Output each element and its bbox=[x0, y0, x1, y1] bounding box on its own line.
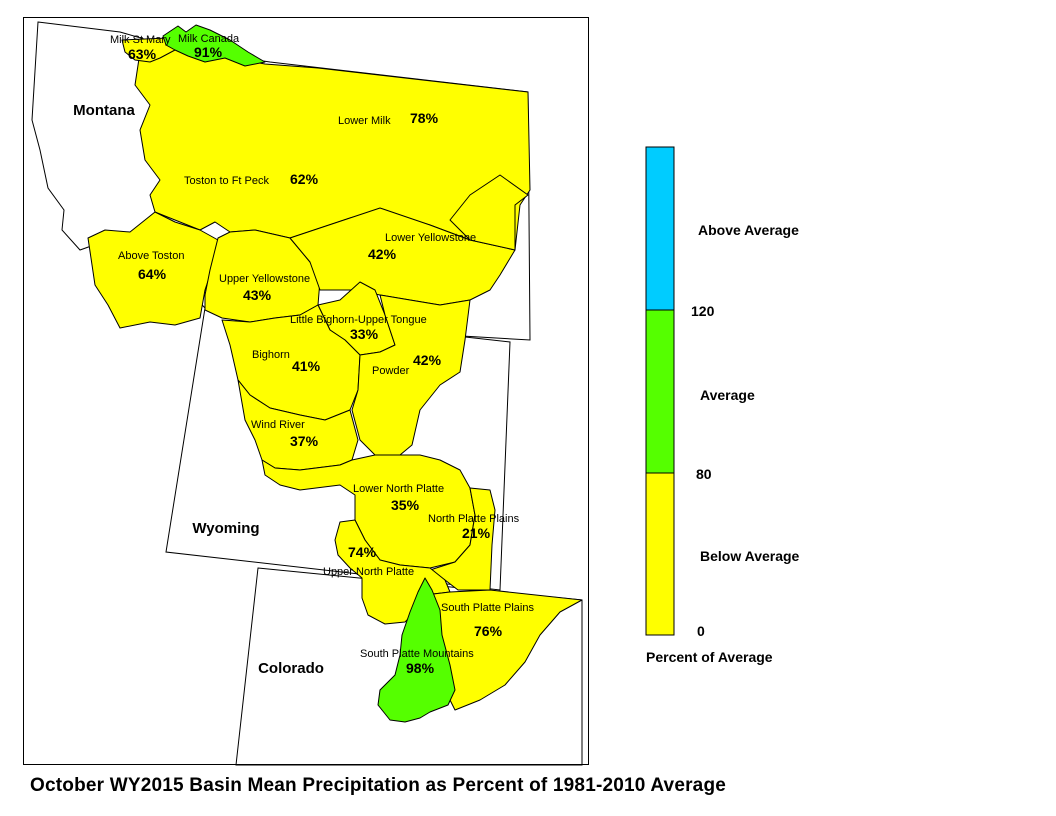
basin-milk-canada bbox=[162, 24, 266, 67]
state-label-montana: Montana bbox=[73, 102, 135, 119]
basin-name-north-platte-plains: North Platte Plains bbox=[428, 513, 520, 525]
basin-name-toston-to-ft-peck: Toston to Ft Peck bbox=[184, 175, 269, 187]
state-label-wyoming: Wyoming bbox=[192, 520, 259, 537]
basin-percent-upper-north-platte: 74% bbox=[348, 544, 377, 560]
legend-break-0: 0 bbox=[697, 623, 705, 639]
basin-percent-wind-river: 37% bbox=[290, 433, 319, 449]
basin-percent-above-toston: 64% bbox=[138, 266, 167, 282]
basin-percent-powder: 42% bbox=[413, 352, 442, 368]
basins bbox=[87, 24, 583, 723]
basin-percent-milk-st-mary: 63% bbox=[128, 46, 157, 62]
basin-percent-south-platte-mountains: 98% bbox=[406, 660, 435, 676]
basin-name-powder: Powder bbox=[372, 365, 410, 377]
basin-name-little-bighorn-upper-tongue: Little Bighorn-Upper Tongue bbox=[290, 314, 427, 326]
basin-eastern-montana bbox=[449, 174, 529, 251]
basin-lower-yellowstone bbox=[289, 207, 516, 306]
basin-percent-lower-yellowstone: 42% bbox=[368, 246, 397, 262]
basin-name-lower-north-platte: Lower North Platte bbox=[353, 483, 444, 495]
map-title: October WY2015 Basin Mean Precipitation … bbox=[30, 775, 727, 796]
legend-break-120: 120 bbox=[691, 303, 715, 319]
basin-name-lower-yellowstone: Lower Yellowstone bbox=[385, 232, 476, 244]
basin-labels: Milk St Mary 63% Milk Canada 91% Lower M… bbox=[110, 33, 534, 676]
basin-north-platte-plains bbox=[429, 487, 496, 591]
basin-percent-lower-milk: 78% bbox=[410, 110, 439, 126]
basin-name-lower-milk: Lower Milk bbox=[338, 115, 391, 127]
basin-percent-milk-canada: 91% bbox=[194, 44, 223, 60]
basin-name-above-toston: Above Toston bbox=[118, 250, 184, 262]
state-label-colorado: Colorado bbox=[258, 660, 324, 677]
basin-name-wind-river: Wind River bbox=[251, 419, 305, 431]
basin-percent-little-bighorn-upper-tongue: 33% bbox=[350, 326, 379, 342]
basin-name-milk-st-mary: Milk St Mary bbox=[110, 34, 171, 46]
legend-label-above-average: Above Average bbox=[698, 222, 799, 238]
legend: Above Average Average Below Average 120 … bbox=[645, 146, 800, 665]
basin-south-platte-mountains bbox=[377, 577, 456, 723]
basin-name-upper-yellowstone: Upper Yellowstone bbox=[219, 273, 310, 285]
basin-name-south-platte-plains: South Platte Plains bbox=[441, 602, 534, 614]
precipitation-map: Montana Wyoming Colorado Milk St Mary 63… bbox=[31, 21, 800, 766]
basin-percent-south-platte-plains: 76% bbox=[474, 623, 503, 639]
legend-swatch-above-average bbox=[645, 146, 675, 311]
basin-name-south-platte-mountains: South Platte Mountains bbox=[360, 648, 474, 660]
basin-name-upper-north-platte: Upper North Platte bbox=[323, 566, 414, 578]
state-labels: Montana Wyoming Colorado bbox=[73, 102, 324, 677]
legend-label-below-average: Below Average bbox=[700, 548, 800, 564]
basin-name-milk-canada: Milk Canada bbox=[178, 33, 240, 45]
legend-title: Percent of Average bbox=[646, 649, 773, 665]
basin-percent-lower-north-platte: 35% bbox=[391, 497, 420, 513]
legend-break-80: 80 bbox=[696, 466, 712, 482]
basin-percent-toston-to-ft-peck: 62% bbox=[290, 171, 319, 187]
legend-swatch-below-average bbox=[645, 472, 675, 636]
basin-percent-bighorn: 41% bbox=[292, 358, 321, 374]
basin-name-bighorn: Bighorn bbox=[252, 349, 290, 361]
legend-label-average: Average bbox=[700, 387, 755, 403]
basin-percent-north-platte-plains: 21% bbox=[462, 525, 491, 541]
basin-percent-upper-yellowstone: 43% bbox=[243, 287, 272, 303]
legend-swatch-average bbox=[645, 309, 675, 474]
